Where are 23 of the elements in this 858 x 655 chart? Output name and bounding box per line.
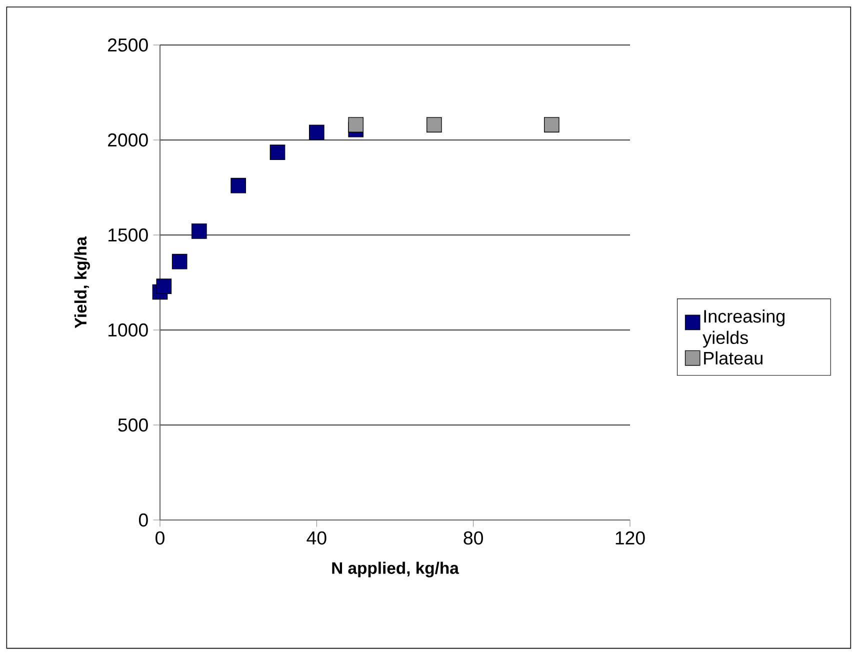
point (156, 278, 172, 294)
x-tick-label: 40 (306, 531, 326, 545)
point (309, 124, 324, 140)
point (348, 117, 364, 132)
x-tick-label: 120 (616, 531, 645, 545)
point (230, 178, 246, 194)
point (172, 254, 188, 270)
legend-label: Increasing yields (702, 309, 784, 348)
y-axis-title: Yield, kg/ha (74, 236, 90, 328)
legend-label: Plateau (704, 351, 762, 365)
y-tick-label: 2000 (108, 133, 148, 147)
x-tick-label: 80 (464, 531, 483, 545)
point (544, 117, 560, 132)
y-tick-label: 1000 (108, 323, 148, 337)
point (270, 144, 286, 160)
x-tick-label: 0 (156, 531, 164, 545)
x-axis-title: N applied, kg/ha (332, 562, 459, 578)
y-tick-label: 0 (138, 513, 148, 527)
point (192, 224, 207, 239)
y-tick-label: 1500 (108, 228, 148, 242)
y-tick-label: 2500 (108, 38, 148, 52)
y-tick-label: 500 (118, 418, 148, 432)
point (426, 117, 442, 132)
